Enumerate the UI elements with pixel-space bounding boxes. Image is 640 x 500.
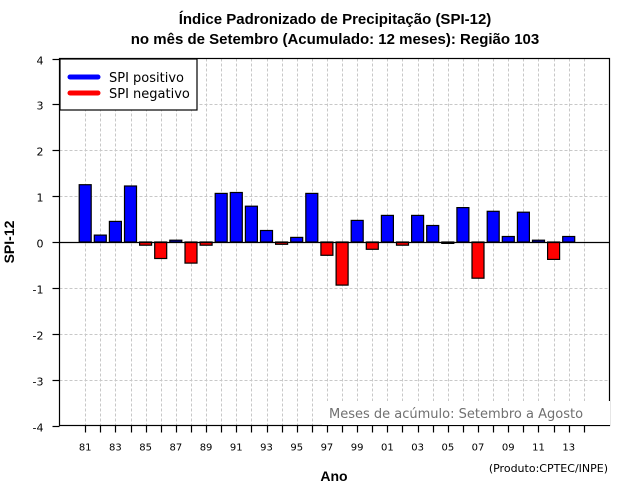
x-tick-label: 83 [109,443,122,454]
x-tick-label: 89 [200,443,213,454]
bar-2011 [531,239,546,243]
y-tick-label: -3 [33,376,44,389]
bar-1982 [93,234,107,243]
x-axis-label: Ano [320,468,347,484]
bar-1990 [214,192,228,243]
x-tick-label: 95 [290,443,303,454]
credit-text: (Produto:CPTEC/INPE) [489,462,608,475]
legend-negative-label: SPI negativo [109,87,190,102]
x-tick-label: 91 [230,443,243,454]
chart-title: Índice Padronizado de Precipitação (SPI-… [179,11,492,28]
annotation-background [322,401,610,425]
x-tick-label: 97 [321,443,334,454]
x-tick-label: 11 [532,443,545,454]
y-tick-label: 4 [37,55,44,68]
x-tick-label: 09 [502,443,515,454]
x-axis: 81 83 85 87 89 91 93 95 97 99 01 03 05 07 09 11 13 [79,425,586,454]
bar-2004 [426,224,440,243]
y-tick-label: -2 [33,330,44,343]
annotation-text: Meses de acúmulo: Setembro a Agosto [329,407,583,422]
legend-positive-label: SPI positivo [109,71,184,86]
y-tick-label: 3 [37,100,44,113]
y-tick-label: -4 [33,422,44,435]
x-tick-label: 93 [260,443,273,454]
bar-1992 [244,205,258,243]
bar-2012 [546,241,561,260]
grid-lines [59,58,610,426]
x-tick-label: 07 [472,443,485,454]
x-tick-label: 87 [169,443,182,454]
x-tick-label: 13 [562,443,575,454]
bar-1984 [123,185,138,243]
bar-2001 [380,214,394,243]
legend-box [59,58,198,111]
bar-1986 [154,241,168,260]
bar-1995 [290,236,304,243]
bar-1997 [320,241,334,256]
legend: SPI positivo SPI negativo [59,58,198,111]
bar-1998 [335,241,349,286]
bar-1999 [350,219,364,243]
bar-1981 [78,184,92,243]
bar-1996 [305,192,319,243]
bar-2013 [562,235,576,243]
bar-2006 [456,207,470,243]
y-axis-label: SPI-12 [1,220,17,263]
x-tick-label: 85 [139,443,152,454]
bar-2010 [516,211,531,243]
x-tick-label: 05 [441,443,454,454]
bar-1983 [108,220,123,243]
bar-2003 [411,214,425,243]
y-tick-label: 0 [37,238,44,251]
x-tick-label: 81 [79,443,92,454]
bar-2008 [486,210,500,243]
bar-1987 [169,239,183,243]
bar-1991 [229,191,243,243]
chart-subtitle: no mês de Setembro (Acumulado: 12 meses)… [131,31,539,48]
y-axis: 4 3 2 1 0 -1 -2 -3 -4 [33,55,60,435]
x-tick-label: 01 [381,443,394,454]
y-tick-label: -1 [33,284,44,297]
bar-2009 [501,235,515,243]
x-tick-label: 03 [411,443,424,454]
bar-1993 [259,229,274,243]
y-tick-label: 1 [37,192,44,205]
x-tick-label: 99 [351,443,364,454]
y-tick-label: 2 [37,146,44,159]
annotation-box: Meses de acúmulo: Setembro a Agosto [322,401,610,425]
bar-2007 [471,241,485,279]
bars-group [78,184,576,286]
bar-1988 [184,241,198,264]
